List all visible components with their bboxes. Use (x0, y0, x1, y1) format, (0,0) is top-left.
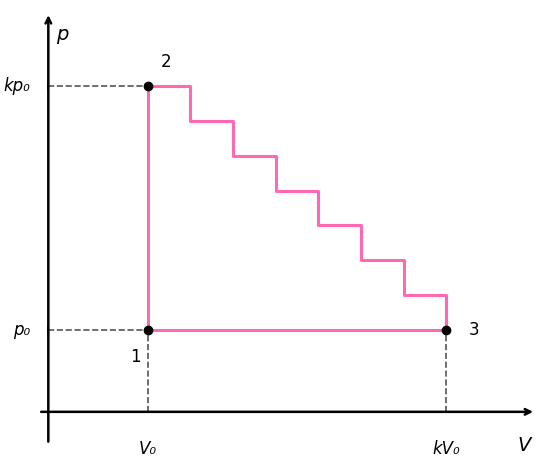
Text: V: V (518, 436, 531, 455)
Text: 1: 1 (130, 348, 141, 366)
Text: 3: 3 (468, 321, 479, 339)
Text: p₀: p₀ (13, 321, 30, 339)
Text: kp₀: kp₀ (4, 77, 30, 95)
Text: V₀: V₀ (139, 440, 157, 458)
Text: p: p (56, 25, 69, 44)
Text: kV₀: kV₀ (432, 440, 460, 458)
Text: 2: 2 (161, 53, 171, 71)
